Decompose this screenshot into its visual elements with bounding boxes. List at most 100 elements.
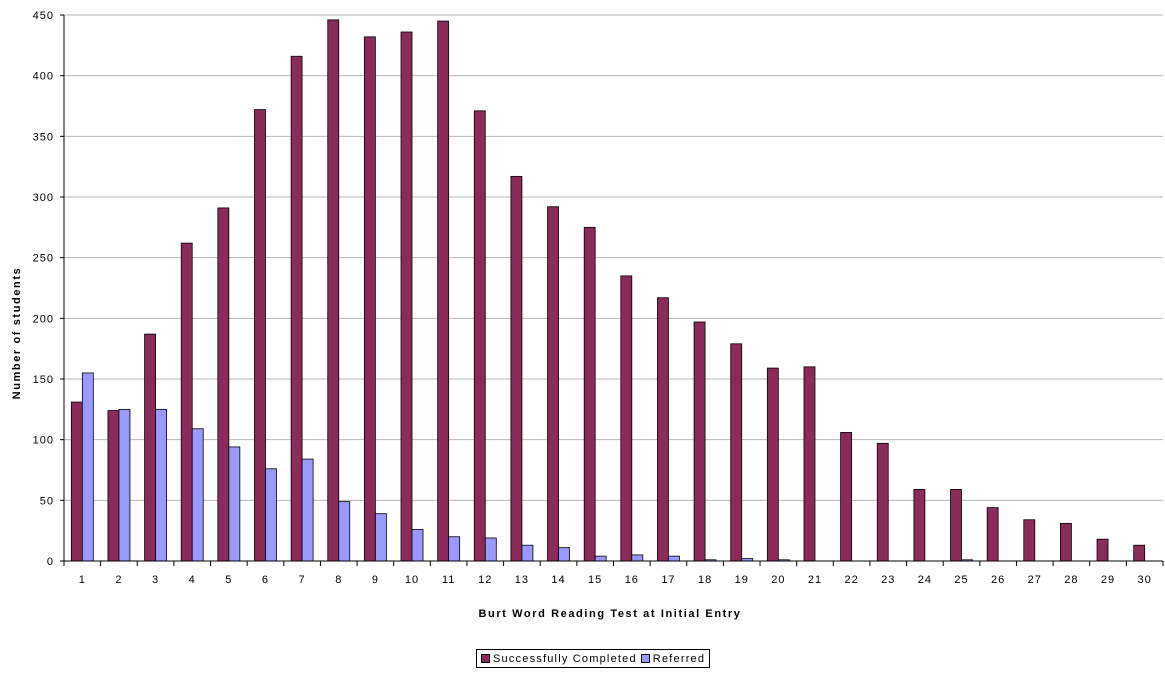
x-tick-label: 9 bbox=[372, 574, 379, 586]
bar-completed-11 bbox=[437, 20, 450, 562]
bar-referred-11 bbox=[448, 536, 461, 562]
y-tick-labels: 0 50 100 150 200 250 300 350 400 450 bbox=[33, 10, 64, 568]
bar-completed-7 bbox=[290, 55, 303, 562]
x-tick-label: 17 bbox=[661, 574, 675, 586]
bar-referred-12 bbox=[484, 537, 497, 562]
bar-completed-13 bbox=[510, 175, 523, 562]
x-tick-label: 5 bbox=[225, 574, 232, 586]
bar-completed-20 bbox=[766, 367, 779, 562]
bar-completed-16 bbox=[620, 275, 633, 562]
y-axis-label: Number of students bbox=[11, 267, 23, 400]
x-tick-label: 25 bbox=[954, 574, 968, 586]
x-tick-label: 2 bbox=[115, 574, 122, 586]
bar-completed-24 bbox=[913, 489, 926, 562]
x-tick-label: 28 bbox=[1064, 574, 1078, 586]
y-tick-label: 100 bbox=[33, 435, 54, 447]
y-tick-label: 0 bbox=[47, 556, 54, 568]
x-tick-labels: 1 2 3 4 5 6 7 8 9 10 11 12 13 14 15 16 17 18 19 20 21 22 23 24 2… bbox=[63, 561, 1164, 586]
x-tick-label: 3 bbox=[152, 574, 159, 586]
gridlines bbox=[64, 14, 1163, 501]
bar-referred-10 bbox=[411, 529, 424, 562]
legend-swatch-referred bbox=[640, 654, 650, 663]
y-tick-label: 50 bbox=[40, 495, 54, 507]
bar-referred-4 bbox=[191, 428, 204, 562]
bar-completed-3 bbox=[144, 333, 156, 562]
bar-referred-7 bbox=[301, 458, 314, 562]
bar-completed-6 bbox=[254, 109, 266, 562]
x-tick-label: 6 bbox=[262, 574, 269, 586]
bar-referred-3 bbox=[155, 408, 167, 562]
bar-referred-2 bbox=[118, 408, 131, 562]
x-tick-label: 16 bbox=[625, 574, 639, 586]
bar-referred-9 bbox=[374, 513, 387, 562]
bar-completed-25 bbox=[950, 489, 962, 562]
bars bbox=[70, 19, 1146, 562]
bar-completed-2 bbox=[107, 410, 120, 562]
bar-completed-22 bbox=[840, 431, 853, 562]
x-tick-label: 20 bbox=[771, 574, 785, 586]
bar-completed-29 bbox=[1096, 538, 1109, 562]
bar-referred-13 bbox=[521, 544, 534, 562]
bar-referred-17 bbox=[668, 555, 680, 562]
bar-completed-19 bbox=[730, 343, 743, 562]
x-tick-label: 30 bbox=[1138, 574, 1152, 586]
x-tick-label: 29 bbox=[1101, 574, 1115, 586]
legend-swatch-completed bbox=[481, 654, 490, 663]
x-tick-label: 22 bbox=[844, 574, 858, 586]
legend-label-completed: Successfully Completed bbox=[493, 652, 637, 665]
x-tick-label: 19 bbox=[735, 574, 749, 586]
bar-completed-5 bbox=[217, 207, 230, 562]
x-tick-label: 7 bbox=[299, 574, 306, 586]
bar-referred-8 bbox=[338, 501, 351, 562]
bar-completed-26 bbox=[986, 507, 999, 562]
x-tick-label: 8 bbox=[335, 574, 342, 586]
x-axis-label: Burt Word Reading Test at Initial Entry bbox=[478, 608, 741, 620]
bar-referred-5 bbox=[228, 446, 241, 562]
bar-referred-1 bbox=[81, 372, 94, 562]
y-tick-label: 150 bbox=[33, 374, 54, 386]
bar-completed-8 bbox=[327, 19, 340, 562]
x-tick-label: 23 bbox=[881, 574, 895, 586]
bar-completed-27 bbox=[1023, 519, 1036, 562]
bar-referred-6 bbox=[265, 468, 277, 562]
bar-completed-4 bbox=[180, 242, 193, 562]
bar-referred-15 bbox=[594, 555, 607, 562]
bar-completed-12 bbox=[473, 110, 486, 562]
x-tick-label: 1 bbox=[79, 574, 86, 586]
x-tick-label: 10 bbox=[405, 574, 419, 586]
bar-completed-14 bbox=[547, 206, 559, 562]
bar-completed-15 bbox=[583, 226, 596, 562]
bar-completed-23 bbox=[876, 442, 889, 562]
legend: Successfully Completed Referred bbox=[476, 649, 711, 668]
x-tick-label: 21 bbox=[808, 574, 822, 586]
x-tick-label: 27 bbox=[1028, 574, 1042, 586]
x-tick-label: 12 bbox=[478, 574, 492, 586]
x-tick-label: 18 bbox=[698, 574, 712, 586]
y-tick-label: 350 bbox=[33, 131, 54, 143]
x-tick-label: 11 bbox=[442, 574, 455, 586]
x-tick-label: 4 bbox=[189, 574, 196, 586]
bar-completed-18 bbox=[693, 321, 706, 562]
legend-item-referred: Referred bbox=[640, 652, 706, 665]
legend-label-referred: Referred bbox=[652, 652, 706, 665]
bar-completed-10 bbox=[400, 31, 413, 562]
bar-completed-9 bbox=[363, 36, 376, 562]
x-tick-label: 14 bbox=[551, 574, 565, 586]
bar-completed-28 bbox=[1060, 522, 1072, 562]
bar-referred-14 bbox=[558, 547, 570, 562]
legend-item-completed: Successfully Completed bbox=[481, 653, 637, 665]
y-tick-label: 400 bbox=[33, 71, 54, 83]
y-tick-label: 250 bbox=[33, 253, 54, 265]
bar-referred-16 bbox=[631, 554, 644, 562]
x-tick-label: 26 bbox=[991, 574, 1005, 586]
x-tick-label: 15 bbox=[588, 574, 602, 586]
x-tick-label: 24 bbox=[918, 574, 932, 586]
x-tick-label: 13 bbox=[515, 574, 529, 586]
y-tick-label: 300 bbox=[33, 192, 54, 204]
bar-completed-30 bbox=[1133, 544, 1146, 562]
bar-completed-1 bbox=[70, 401, 83, 562]
y-tick-label: 200 bbox=[33, 313, 54, 325]
bar-completed-17 bbox=[657, 297, 669, 562]
y-tick-label: 450 bbox=[33, 10, 54, 22]
